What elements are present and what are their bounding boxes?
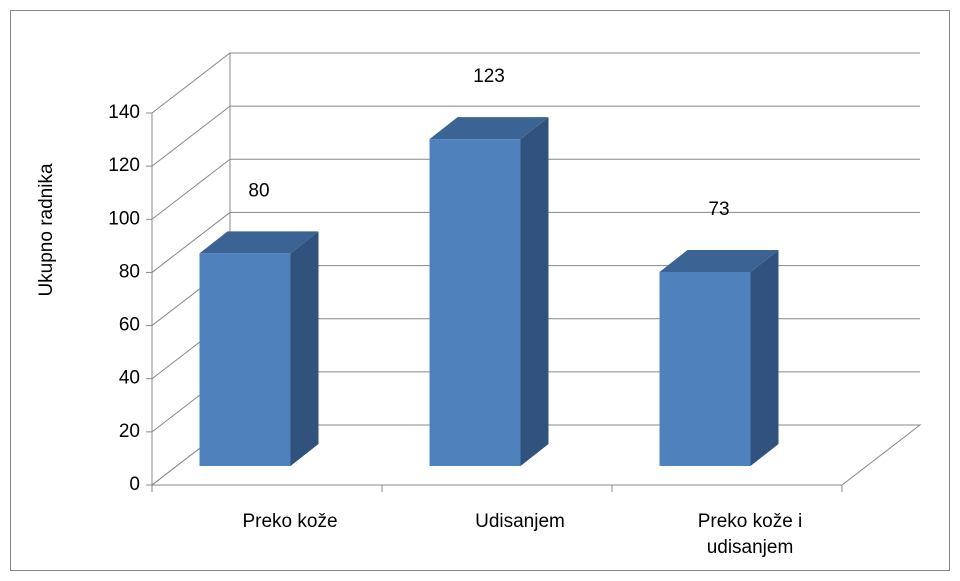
chart-border [10, 10, 950, 571]
y-tick-label: 20 [119, 421, 140, 442]
x-tick-label: Preko kože [242, 511, 338, 532]
y-tick-label: 60 [119, 315, 140, 336]
bar-front [199, 253, 291, 466]
bar-top [429, 117, 549, 140]
bar-top [659, 250, 779, 273]
data-label: 73 [708, 199, 729, 220]
y-tick-label: 0 [129, 474, 140, 495]
y-axis-title: Ukupno radnika [36, 163, 57, 297]
data-label: 123 [473, 66, 505, 87]
data-label: 80 [248, 180, 269, 201]
bar [429, 117, 549, 467]
y-tick-label: 100 [108, 208, 140, 229]
y-tick-label: 120 [108, 155, 140, 176]
grid-line [151, 105, 920, 167]
y-tick-label: 80 [119, 261, 140, 282]
bar-side [290, 231, 319, 466]
bar-front [659, 272, 751, 466]
y-tick-label: 140 [108, 102, 140, 123]
x-tick-label: Preko kože i udisanjem [697, 511, 803, 558]
bar [659, 250, 779, 466]
grid-line [151, 52, 920, 114]
bar-front [429, 139, 521, 466]
x-tick-label: Udisanjem [475, 511, 565, 532]
bar-top [199, 231, 319, 254]
y-tick-label: 40 [119, 368, 140, 389]
grid-line [151, 158, 920, 220]
grid-line [151, 211, 920, 273]
bar-side [520, 117, 549, 467]
bar [199, 231, 319, 466]
bar-side [750, 250, 779, 466]
